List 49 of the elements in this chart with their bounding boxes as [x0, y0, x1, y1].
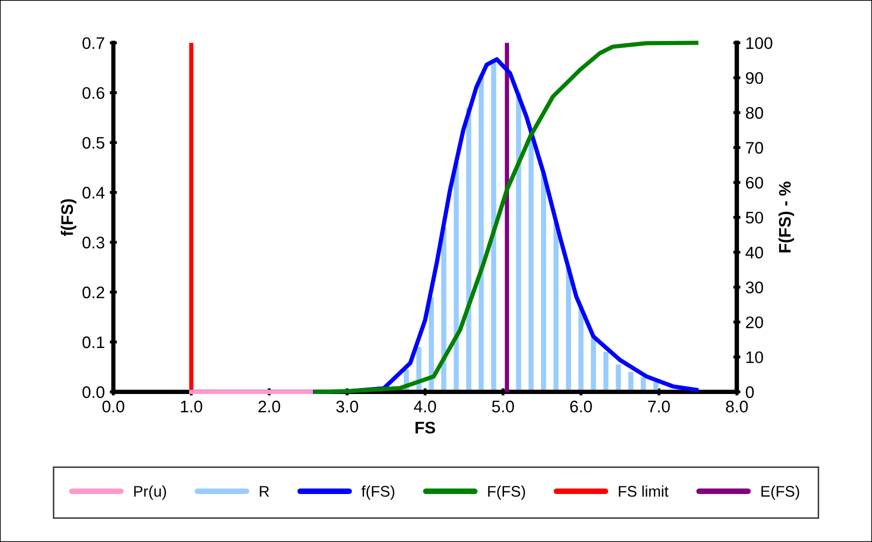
- legend-label: f(FS): [362, 486, 394, 500]
- x-axis-title: FS: [416, 422, 436, 434]
- x-tick-label: 7.0: [648, 400, 670, 412]
- bar: [466, 108, 472, 392]
- y2-tick-label: 0: [746, 386, 754, 398]
- y-tick-label: 0.2: [82, 286, 104, 298]
- bar: [603, 352, 608, 392]
- bar: [491, 60, 496, 392]
- y2-tick-label: 50: [746, 212, 764, 224]
- y2-tick-label: 80: [746, 107, 764, 119]
- y-tick-label: 0.3: [82, 236, 104, 248]
- bar: [554, 222, 559, 392]
- x-tick-label: 3.0: [336, 400, 358, 412]
- bar: [566, 267, 572, 392]
- x-tick-label: 4.0: [414, 400, 436, 412]
- x-tick-label: 5.0: [492, 400, 514, 412]
- legend-label: E(FS): [761, 486, 800, 500]
- bar: [516, 92, 522, 392]
- y-axis-title: f(FS): [60, 199, 76, 236]
- y2-axis-title: F(FS) - %: [778, 182, 794, 252]
- y2-tick-label: 60: [746, 176, 764, 189]
- x-tick-label: 2.0: [258, 400, 280, 412]
- y-tick-label: 0.1: [82, 336, 104, 348]
- y-tick-label: 0.6: [82, 87, 104, 99]
- bar: [541, 172, 546, 392]
- legend-label: F(FS): [488, 486, 526, 500]
- legend-label: Pr(u): [134, 486, 166, 500]
- y2-tick-label: 90: [746, 72, 764, 84]
- y2-tick-label: 40: [746, 246, 764, 258]
- y-tick-label: 0.7: [82, 37, 104, 50]
- y2-tick-label: 20: [746, 316, 764, 328]
- legend-label: R: [260, 486, 269, 497]
- legend-label: FS limit: [618, 486, 668, 497]
- x-tick-label: 1.0: [180, 400, 202, 412]
- y-tick-label: 0.0: [82, 386, 104, 398]
- y-tick-label: 0.4: [82, 186, 105, 199]
- bar: [578, 307, 584, 392]
- y-tick-label: 0.5: [82, 136, 104, 149]
- bar: [528, 132, 534, 392]
- y2-tick-label: 70: [746, 142, 764, 154]
- x-tick-label: 6.0: [570, 400, 592, 412]
- bar: [454, 162, 459, 392]
- x-tick-label: 0.0: [102, 400, 124, 412]
- x-tick-label: 8.0: [726, 400, 748, 412]
- y2-tick-label: 30: [746, 282, 764, 294]
- y2-tick-label: 10: [746, 351, 764, 364]
- bar: [478, 75, 484, 392]
- y2-tick-label: 100: [746, 37, 772, 50]
- bar: [616, 364, 621, 392]
